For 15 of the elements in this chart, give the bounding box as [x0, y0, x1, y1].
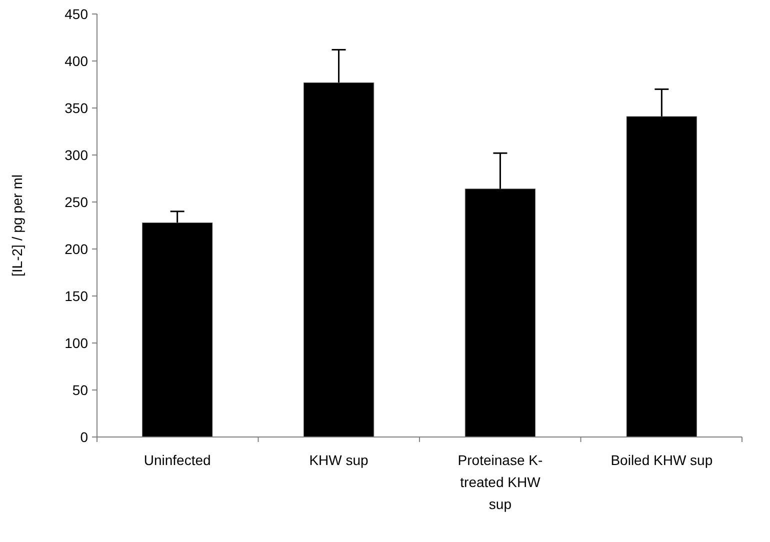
y-tick-label: 100	[64, 334, 88, 351]
y-tick-label: 300	[64, 146, 88, 163]
x-tick-label: Uninfected	[144, 452, 211, 468]
y-tick-label: 50	[72, 382, 88, 398]
y-tick-label: 350	[64, 100, 88, 116]
y-tick-label: 250	[64, 194, 88, 210]
y-tick-label: 0	[80, 428, 88, 445]
y-tick-label: 400	[64, 52, 88, 69]
y-axis-title: [IL-2] / pg per ml	[9, 174, 25, 276]
x-tick-label: Proteinase K-treated KHW sup	[458, 452, 543, 512]
y-tick-label: 150	[64, 288, 88, 304]
x-tick-label: Boiled KHW sup	[610, 452, 713, 468]
y-tick-label: 450	[64, 6, 88, 22]
y-tick-label: 200	[64, 240, 88, 257]
x-tick-label: KHW sup	[309, 452, 369, 468]
